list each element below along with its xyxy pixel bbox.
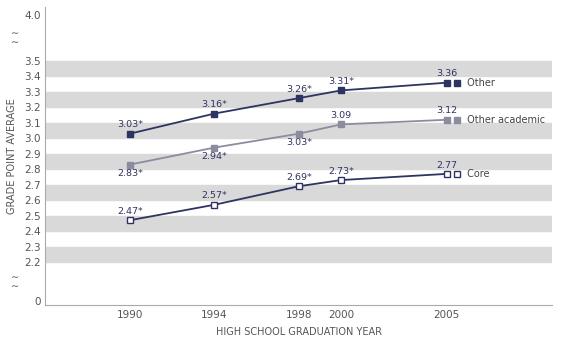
Text: 2.69*: 2.69* <box>286 173 312 182</box>
Text: 3.26*: 3.26* <box>286 85 312 94</box>
Text: 3.03*: 3.03* <box>286 138 312 147</box>
Text: Other: Other <box>464 78 495 88</box>
Bar <box>45 216 552 231</box>
Text: 3.36: 3.36 <box>436 69 457 78</box>
Text: 3.09: 3.09 <box>331 111 352 120</box>
Text: 2.47*: 2.47* <box>117 207 143 216</box>
Text: ∼
∼: ∼ ∼ <box>11 28 19 47</box>
X-axis label: HIGH SCHOOL GRADUATION YEAR: HIGH SCHOOL GRADUATION YEAR <box>216 327 382 337</box>
Text: Core: Core <box>464 169 489 179</box>
Bar <box>45 154 552 169</box>
Text: Other academic: Other academic <box>464 115 545 125</box>
Text: 3.03*: 3.03* <box>117 120 143 129</box>
Text: 3.12: 3.12 <box>436 106 457 116</box>
Text: ∼
∼: ∼ ∼ <box>11 272 19 291</box>
Text: 2.94*: 2.94* <box>201 152 227 161</box>
Bar <box>45 61 552 76</box>
Text: 3.16*: 3.16* <box>201 100 227 109</box>
Text: 2.83*: 2.83* <box>117 169 143 178</box>
Bar <box>45 123 552 138</box>
Text: 3.31*: 3.31* <box>328 77 354 86</box>
Bar <box>45 185 552 200</box>
Y-axis label: GRADE POINT AVERAGE: GRADE POINT AVERAGE <box>7 98 17 214</box>
Text: 2.77: 2.77 <box>437 161 457 170</box>
Text: 2.73*: 2.73* <box>328 167 354 176</box>
Text: 2.57*: 2.57* <box>201 192 227 201</box>
Bar <box>45 247 552 262</box>
Bar <box>45 92 552 107</box>
